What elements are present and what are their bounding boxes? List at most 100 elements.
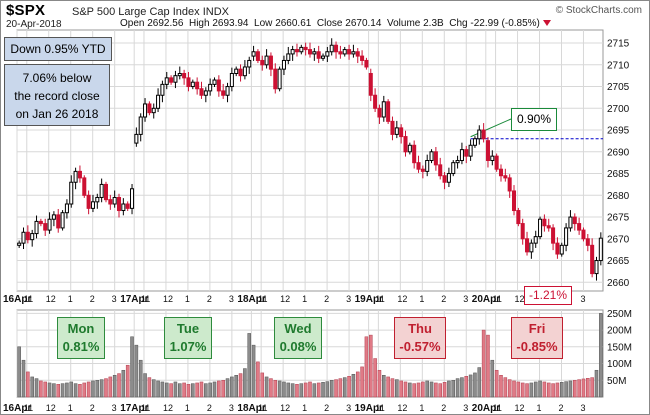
volume-bar bbox=[99, 379, 104, 398]
volume-bar bbox=[104, 378, 108, 398]
candle-down bbox=[420, 168, 425, 172]
volume-bar bbox=[408, 382, 412, 398]
x-tick-label: 12 bbox=[515, 294, 525, 304]
ticker-symbol: $SPX bbox=[6, 2, 46, 19]
volume-bar bbox=[26, 371, 30, 398]
volume-bar bbox=[217, 380, 221, 398]
volume-bar bbox=[599, 313, 603, 398]
candle-down bbox=[103, 183, 109, 201]
x-tick-label-bottom: 11 bbox=[258, 403, 267, 413]
volume-bar bbox=[412, 383, 416, 398]
volume-bar bbox=[512, 380, 516, 398]
candle-up bbox=[51, 214, 56, 220]
volume-bar bbox=[516, 381, 521, 398]
volume-tick-label: 200M bbox=[607, 326, 632, 337]
candle-down bbox=[442, 175, 447, 183]
volume-bar bbox=[568, 380, 573, 398]
candle-down bbox=[507, 177, 512, 192]
candle-up bbox=[455, 160, 460, 164]
volume-bar bbox=[464, 376, 469, 398]
candle-down bbox=[38, 220, 43, 225]
y-tick-label: 2680 bbox=[607, 191, 630, 202]
volume-bar bbox=[221, 380, 225, 398]
candle-up bbox=[164, 77, 169, 85]
x-tick-label-bottom: 1 bbox=[68, 403, 73, 413]
volume-bar bbox=[494, 369, 499, 398]
volume-bar bbox=[373, 358, 377, 398]
day-name: Mon bbox=[67, 321, 95, 336]
candle-down bbox=[494, 155, 499, 170]
candle-down bbox=[43, 223, 48, 231]
x-tick-label: 11 bbox=[141, 294, 150, 304]
x-tick-label-bottom: 2 bbox=[324, 403, 329, 413]
volume-bar bbox=[238, 373, 243, 398]
x-tick-label: 18Apr bbox=[237, 294, 265, 305]
candle-up bbox=[173, 75, 178, 83]
volume-bar bbox=[73, 383, 78, 398]
volume-bar bbox=[416, 382, 421, 398]
volume-bar bbox=[395, 379, 399, 398]
volume-bar bbox=[382, 375, 386, 398]
x-tick-label-bottom: 2 bbox=[207, 403, 212, 413]
candle-up bbox=[264, 55, 269, 66]
volume-bar bbox=[21, 359, 26, 398]
candle-up bbox=[242, 66, 247, 77]
candle-up bbox=[69, 181, 74, 205]
day-pct: 1.07% bbox=[169, 339, 207, 354]
volume-bar bbox=[594, 369, 599, 398]
candle-down bbox=[77, 170, 82, 179]
candle-up bbox=[564, 227, 569, 246]
candle-up bbox=[73, 170, 78, 183]
record-line-1: 7.06% below bbox=[22, 71, 92, 85]
candle-down bbox=[255, 51, 260, 61]
x-tick-label: 2 bbox=[207, 294, 212, 304]
volume-bar bbox=[247, 333, 251, 398]
volume-bar bbox=[399, 380, 403, 398]
volume-bar bbox=[234, 375, 238, 398]
volume-bar bbox=[164, 382, 169, 398]
x-tick-label: 11 bbox=[24, 294, 33, 304]
y-tick-label: 2670 bbox=[607, 234, 630, 245]
volume-bar bbox=[151, 379, 156, 398]
volume-bar bbox=[86, 381, 91, 398]
candle-up bbox=[286, 53, 291, 61]
candle-up bbox=[351, 51, 356, 55]
candle-up bbox=[490, 155, 495, 161]
volume-bar bbox=[169, 383, 173, 398]
x-tick-label: 3 bbox=[463, 294, 468, 304]
volume-bar bbox=[173, 381, 178, 398]
volume-bar bbox=[147, 377, 152, 398]
volume-bar bbox=[316, 382, 321, 398]
candle-down bbox=[542, 218, 547, 227]
volume-value: 2.3B bbox=[423, 18, 444, 29]
volume-bar bbox=[130, 336, 134, 398]
x-tick-label: 20Apr bbox=[472, 294, 500, 305]
candle-up bbox=[407, 144, 412, 153]
record-annotation: 7.06% below the record close on Jan 26 2… bbox=[4, 64, 110, 126]
day-name: Wed bbox=[284, 321, 312, 336]
candle-down bbox=[364, 59, 369, 68]
candle-down bbox=[199, 88, 204, 96]
x-tick-label: 3 bbox=[229, 294, 234, 304]
candle-down bbox=[260, 59, 265, 66]
x-tick-label: 12 bbox=[163, 294, 173, 304]
y-tick-label: 2690 bbox=[607, 147, 630, 158]
volume-bar bbox=[30, 376, 34, 398]
candle-up bbox=[290, 49, 295, 55]
volume-bar bbox=[473, 372, 477, 398]
volume-bar bbox=[17, 346, 21, 398]
candle-up bbox=[138, 116, 143, 135]
candle-up bbox=[425, 160, 430, 172]
x-tick-label-bottom: 20Apr bbox=[472, 403, 500, 414]
candle-down bbox=[438, 164, 443, 177]
candle-up bbox=[95, 196, 100, 203]
x-tick-label-bottom: 2 bbox=[558, 403, 563, 413]
volume-label: Volume bbox=[386, 18, 421, 29]
x-tick-label: 12 bbox=[280, 294, 290, 304]
volume-bar bbox=[546, 382, 551, 398]
candle-down bbox=[511, 190, 517, 212]
candle-down bbox=[82, 177, 87, 196]
candle-up bbox=[112, 196, 117, 205]
candle-up bbox=[190, 81, 195, 88]
